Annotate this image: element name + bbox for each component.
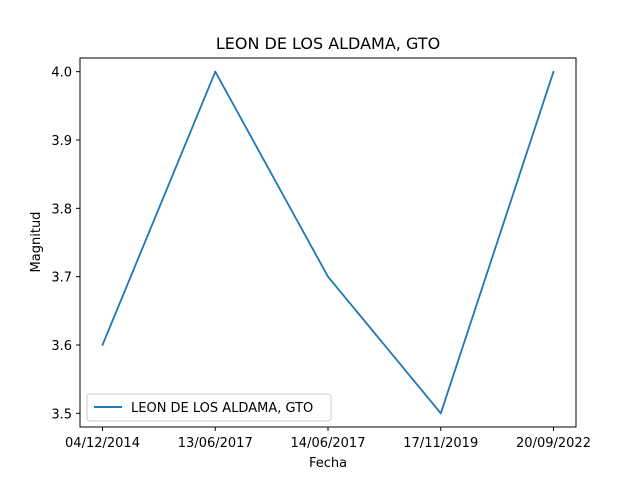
data-point [552,70,555,73]
chart-title: LEON DE LOS ALDAMA, GTO [216,34,440,53]
y-tick-label: 3.6 [51,339,72,354]
y-axis-label: Magnitud [29,212,44,273]
data-point [101,344,104,346]
x-tick-label: 20/09/2022 [516,436,591,451]
data-point [327,275,329,278]
series-layer [101,70,555,415]
y-tick-label: 3.9 [51,134,72,149]
data-point [214,70,217,73]
y-tick-label: 3.8 [51,202,72,217]
legend: LEON DE LOS ALDAMA, GTO [86,393,332,422]
x-tick-label: 13/06/2017 [178,436,253,451]
x-tick-label: 17/11/2019 [403,436,478,451]
plot-frame [79,57,577,428]
legend-box [86,393,332,422]
x-axis: 04/12/2014 13/06/2017 14/06/2017 17/11/2019… [65,427,591,451]
y-tick-label: 4.0 [51,66,72,81]
x-tick-label: 04/12/2014 [65,436,140,451]
x-axis-label: Fecha [309,456,347,471]
legend-label: LEON DE LOS ALDAMA, GTO [131,401,313,416]
y-tick-label: 3.7 [51,271,72,286]
y-axis: 3.5 3.6 3.7 3.8 3.9 4.0 [51,66,80,422]
x-tick-label: 14/06/2017 [291,436,366,451]
y-tick-label: 3.5 [51,407,72,422]
data-point [439,412,442,415]
plot-area [79,57,577,428]
